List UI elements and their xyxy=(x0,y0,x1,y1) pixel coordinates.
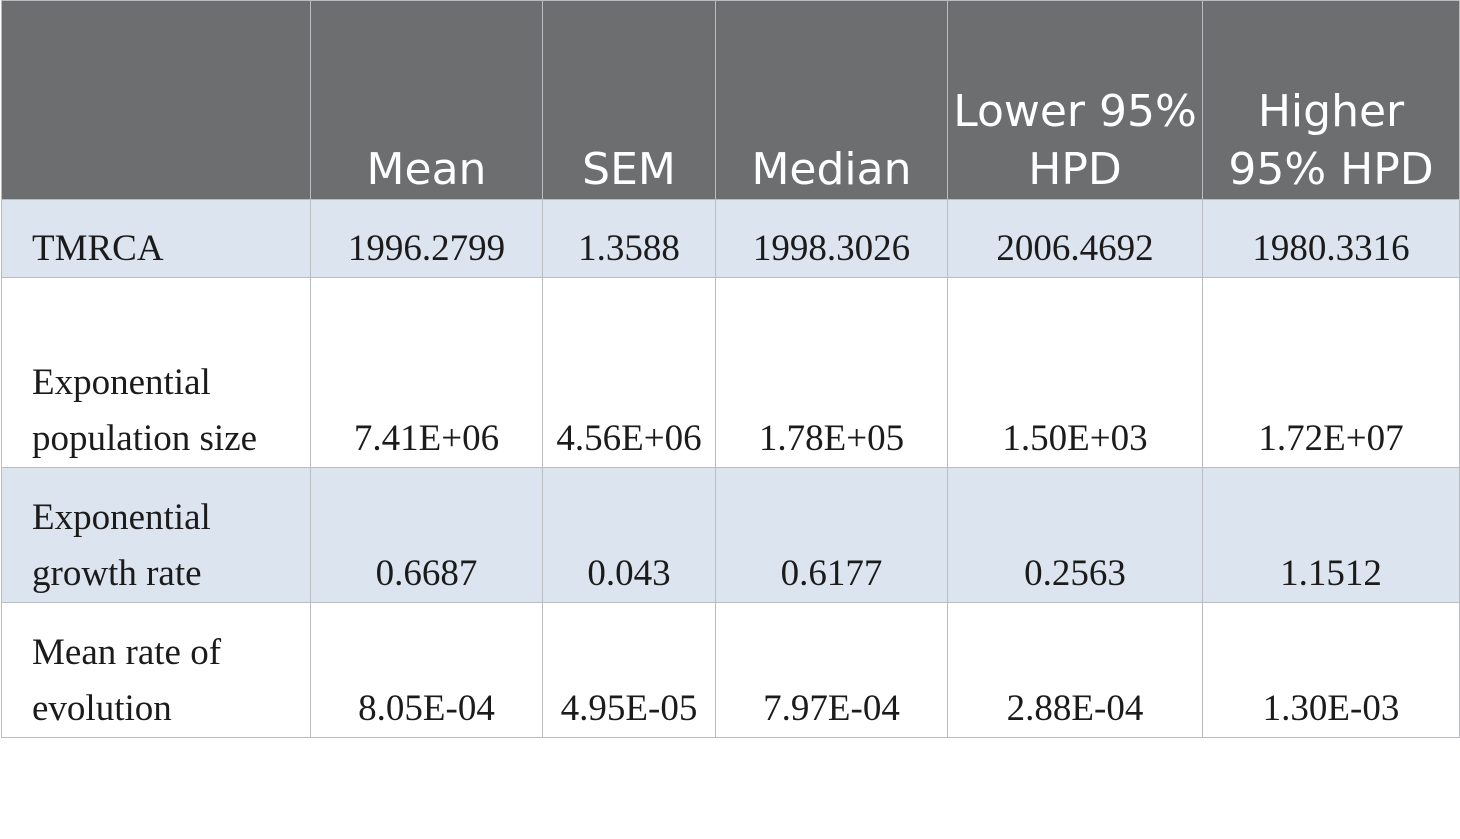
cell-sem: 1.3588 xyxy=(542,199,716,278)
cell-median: 0.6177 xyxy=(715,467,948,603)
cell-mean: 0.6687 xyxy=(310,467,543,603)
header-mean: Mean xyxy=(310,0,543,200)
header-row: Mean SEM Median Lower 95% HPD Higher 95%… xyxy=(1,0,1460,200)
header-blank-cell xyxy=(1,0,311,200)
header-lower-95-hpd: Lower 95% HPD xyxy=(947,0,1203,200)
cell-sem: 4.95E-05 xyxy=(542,602,716,738)
cell-sem: 0.043 xyxy=(542,467,716,603)
table-row: TMRCA 1996.2799 1.3588 1998.3026 2006.46… xyxy=(1,199,1460,278)
cell-sem: 4.56E+06 xyxy=(542,277,716,468)
row-label: Exponential population size xyxy=(1,277,311,468)
cell-higher-95-hpd: 1980.3316 xyxy=(1202,199,1460,278)
cell-median: 1998.3026 xyxy=(715,199,948,278)
cell-mean: 8.05E-04 xyxy=(310,602,543,738)
cell-lower-95-hpd: 1.50E+03 xyxy=(947,277,1203,468)
row-label: Exponential growth rate xyxy=(1,467,311,603)
cell-lower-95-hpd: 2006.4692 xyxy=(947,199,1203,278)
cell-higher-95-hpd: 1.72E+07 xyxy=(1202,277,1460,468)
table-row: Exponential growth rate 0.6687 0.043 0.6… xyxy=(1,467,1460,603)
cell-lower-95-hpd: 0.2563 xyxy=(947,467,1203,603)
cell-median: 7.97E-04 xyxy=(715,602,948,738)
row-label: TMRCA xyxy=(1,199,311,278)
cell-mean: 1996.2799 xyxy=(310,199,543,278)
row-label: Mean rate of evolution xyxy=(1,602,311,738)
cell-higher-95-hpd: 1.1512 xyxy=(1202,467,1460,603)
table-row: Exponential population size 7.41E+06 4.5… xyxy=(1,277,1460,468)
statistics-table: Mean SEM Median Lower 95% HPD Higher 95%… xyxy=(1,0,1460,738)
header-higher-95-hpd: Higher 95% HPD xyxy=(1202,0,1460,200)
table-row: Mean rate of evolution 8.05E-04 4.95E-05… xyxy=(1,602,1460,738)
header-median: Median xyxy=(715,0,948,200)
cell-mean: 7.41E+06 xyxy=(310,277,543,468)
cell-higher-95-hpd: 1.30E-03 xyxy=(1202,602,1460,738)
cell-median: 1.78E+05 xyxy=(715,277,948,468)
header-sem: SEM xyxy=(542,0,716,200)
cell-lower-95-hpd: 2.88E-04 xyxy=(947,602,1203,738)
